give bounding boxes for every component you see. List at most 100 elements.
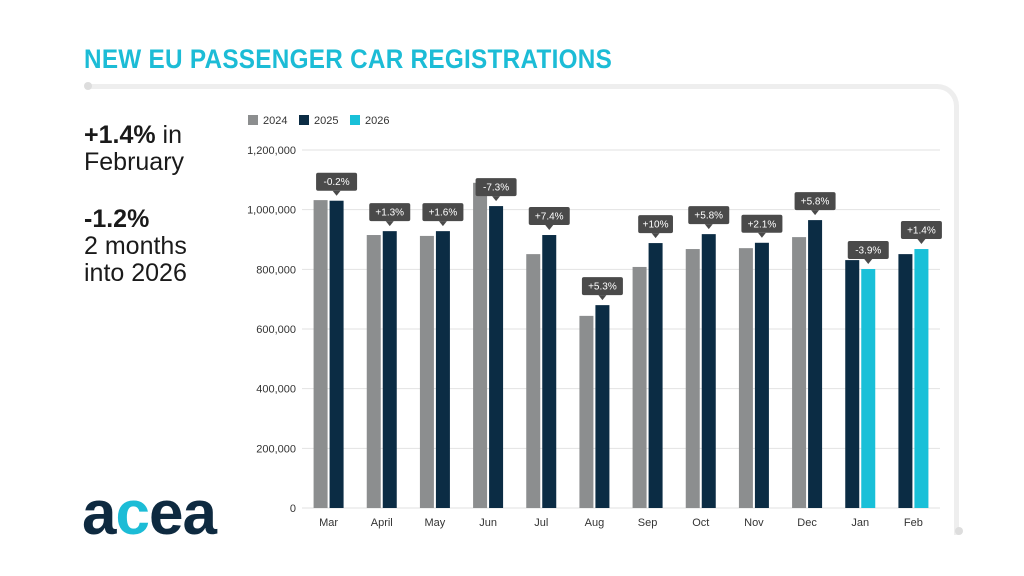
- legend-swatch: [248, 115, 258, 125]
- ytd-stat: -1.2% 2 months into 2026: [84, 206, 187, 287]
- change-label-box: [900, 221, 942, 240]
- ytd-line2: into 2026: [84, 259, 187, 287]
- acea-logo: acea: [82, 479, 217, 548]
- change-label-pointer: [704, 224, 713, 230]
- change-label-box: [369, 203, 411, 222]
- change-label-box: [528, 207, 570, 226]
- change-label-pointer: [917, 239, 926, 245]
- x-tick-label: Sep: [638, 517, 658, 529]
- legend-swatch: [299, 115, 309, 125]
- change-label: +7.4%: [535, 212, 564, 223]
- bar-2024-Mar: [313, 200, 328, 508]
- frame-dot: [955, 527, 963, 535]
- bar-2025-Sep: [648, 243, 663, 508]
- frame-dot: [84, 82, 92, 90]
- february-label: February: [84, 148, 185, 176]
- bar-2024-Nov: [738, 248, 753, 508]
- change-label: +1.3%: [375, 208, 404, 219]
- y-tick-label: 600,000: [256, 324, 296, 336]
- y-tick-label: 800,000: [256, 264, 296, 276]
- change-label: +5.8%: [801, 197, 830, 208]
- change-label-pointer: [492, 196, 501, 202]
- change-label-box: [847, 241, 889, 260]
- x-tick-label: Jul: [534, 517, 548, 529]
- ytd-line1: 2 months: [84, 232, 187, 260]
- legend-label: 2024: [263, 115, 287, 127]
- change-label-box: [475, 178, 517, 197]
- bar-2025-Feb: [898, 254, 913, 508]
- x-tick-label: Jun: [479, 517, 497, 529]
- bar-2026-Feb: [914, 249, 929, 508]
- bar-2024-Jun: [473, 182, 488, 509]
- change-label-pointer: [332, 190, 341, 196]
- change-label-pointer: [598, 295, 607, 301]
- bar-2024-Oct: [685, 249, 700, 508]
- x-tick-label: Aug: [585, 517, 605, 529]
- change-label-pointer: [757, 232, 766, 238]
- x-tick-label: Jan: [851, 517, 869, 529]
- bar-2025-Jun: [489, 206, 504, 508]
- legend-label: 2026: [365, 115, 389, 127]
- february-stat: +1.4% in February: [84, 122, 184, 176]
- bar-2025-Jan: [845, 260, 860, 508]
- change-label-box: [422, 203, 464, 222]
- change-label-pointer: [864, 259, 873, 265]
- x-tick-label: Nov: [744, 517, 764, 529]
- x-tick-label: April: [371, 517, 393, 529]
- february-suffix: in: [162, 121, 183, 149]
- decorative-frame: [88, 84, 959, 535]
- bar-2025-Oct: [701, 234, 716, 508]
- ytd-value: -1.2%: [84, 205, 150, 233]
- bar-2024-Sep: [632, 266, 647, 508]
- change-label: +1.4%: [907, 226, 936, 237]
- x-tick-label: Mar: [319, 517, 338, 529]
- bar-2025-Jul: [542, 235, 557, 508]
- bar-2025-Dec: [808, 220, 823, 508]
- y-tick-label: 0: [290, 503, 296, 515]
- page-title: NEW EU PASSENGER CAR REGISTRATIONS: [84, 44, 613, 74]
- x-tick-label: Feb: [904, 517, 923, 529]
- bar-2024-Dec: [792, 237, 807, 508]
- change-label-pointer: [385, 221, 394, 227]
- change-label-pointer: [811, 210, 820, 216]
- change-label: +10%: [643, 220, 669, 231]
- y-tick-label: 1,000,000: [247, 205, 296, 217]
- bar-2025-May: [435, 231, 450, 508]
- change-label-pointer: [438, 221, 447, 227]
- y-tick-label: 1,200,000: [247, 145, 296, 157]
- change-label-box: [741, 214, 783, 233]
- change-label: +2.1%: [748, 219, 777, 230]
- bar-2024-Aug: [579, 315, 594, 508]
- change-label-box: [638, 215, 673, 234]
- bar-2025-Aug: [595, 305, 610, 508]
- change-label: -3.9%: [855, 246, 881, 257]
- bar-2024-May: [419, 235, 434, 509]
- february-value: +1.4%: [84, 121, 156, 149]
- change-label-box: [794, 192, 836, 211]
- legend-swatch: [350, 115, 360, 125]
- x-tick-label: Oct: [692, 517, 709, 529]
- change-label: +5.3%: [588, 282, 617, 293]
- x-tick-label: Dec: [797, 517, 817, 529]
- change-label-box: [581, 277, 623, 296]
- change-label-pointer: [651, 233, 660, 239]
- change-label: +1.6%: [429, 208, 458, 219]
- bar-2024-April: [366, 235, 381, 508]
- change-label: +5.8%: [694, 211, 723, 222]
- change-label-box: [316, 172, 358, 191]
- bar-2026-Jan: [861, 269, 876, 508]
- y-tick-label: 400,000: [256, 384, 296, 396]
- change-label-pointer: [545, 225, 554, 231]
- bar-2025-Nov: [754, 242, 769, 508]
- bar-2025-Mar: [329, 200, 344, 508]
- change-label: -7.3%: [483, 183, 509, 194]
- change-label-box: [688, 206, 730, 225]
- y-tick-label: 200,000: [256, 443, 296, 455]
- bar-2024-Jul: [526, 254, 541, 508]
- legend-label: 2025: [314, 115, 338, 127]
- x-tick-label: May: [425, 517, 446, 529]
- change-label: -0.2%: [324, 177, 350, 188]
- bar-2025-April: [382, 231, 397, 508]
